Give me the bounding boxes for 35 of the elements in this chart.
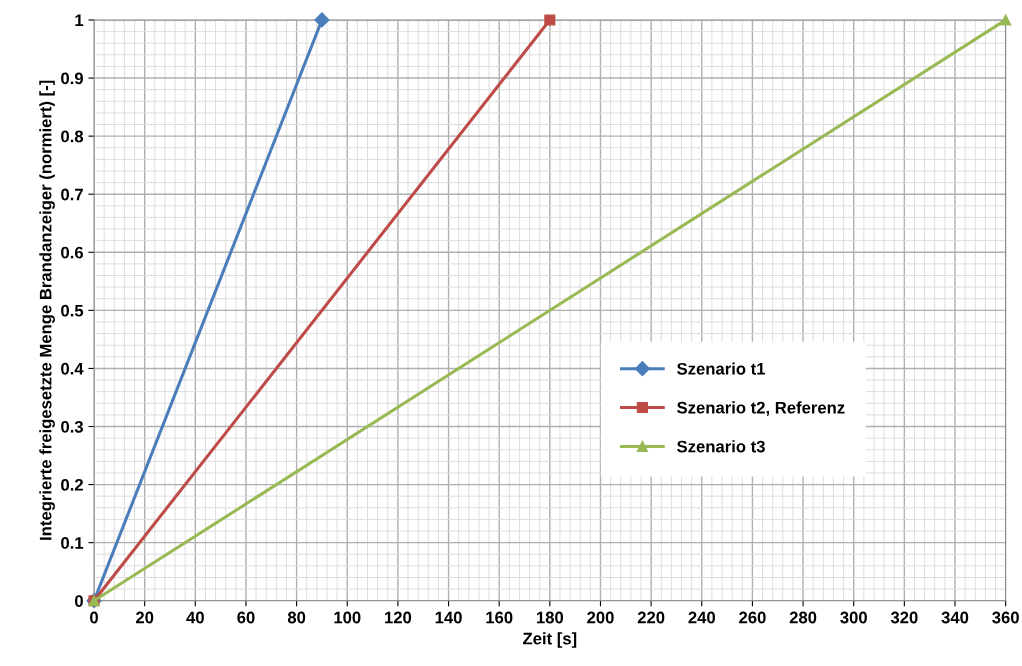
- x-tick-label: 200: [587, 611, 614, 624]
- x-tick-label: 280: [789, 611, 817, 624]
- y-tick-label: 0.8: [61, 130, 84, 143]
- y-tick-label: 0.2: [61, 478, 83, 491]
- x-tick-label: 180: [536, 611, 564, 624]
- x-tick-label: 140: [435, 611, 462, 624]
- y-tick-label: 1: [75, 14, 84, 27]
- x-tick-label: 340: [941, 611, 969, 624]
- x-tick-label: 20: [135, 611, 154, 624]
- x-tick-label: 40: [186, 611, 204, 624]
- y-tick-label: 0.7: [61, 188, 83, 201]
- x-axis-title: Zeit [s]: [523, 632, 577, 648]
- y-tick-label: 0: [75, 595, 83, 607]
- y-tick-label: 0.4: [61, 362, 84, 375]
- legend-label: Szenario t3: [677, 440, 765, 453]
- x-tick-label: 160: [486, 611, 513, 624]
- legend-label: Szenario t2, Referenz: [677, 401, 845, 416]
- x-tick-label: 360: [992, 611, 1019, 624]
- y-tick-label: 0.6: [61, 246, 84, 259]
- x-tick-label: 100: [334, 611, 361, 624]
- x-tick-label: 240: [688, 611, 715, 624]
- y-axis-title: Integrierte freigesetzte Menge Brandanzeiger (normiert) [-]: [39, 80, 55, 540]
- x-tick-label: 60: [237, 611, 255, 624]
- y-tick-label: 0.9: [61, 72, 83, 85]
- x-tick-label: 120: [385, 611, 412, 624]
- y-tick-label: 0.3: [61, 420, 84, 433]
- x-tick-label: 0: [90, 611, 98, 624]
- x-tick-label: 220: [637, 611, 665, 624]
- x-tick-label: 260: [739, 611, 766, 624]
- x-tick-label: 80: [287, 611, 306, 624]
- x-tick-label: 320: [890, 611, 918, 624]
- y-tick-label: 0.5: [61, 304, 84, 317]
- legend-label: Szenario t1: [677, 362, 766, 375]
- x-tick-label: 300: [840, 611, 867, 624]
- y-tick-label: 0.1: [61, 537, 84, 549]
